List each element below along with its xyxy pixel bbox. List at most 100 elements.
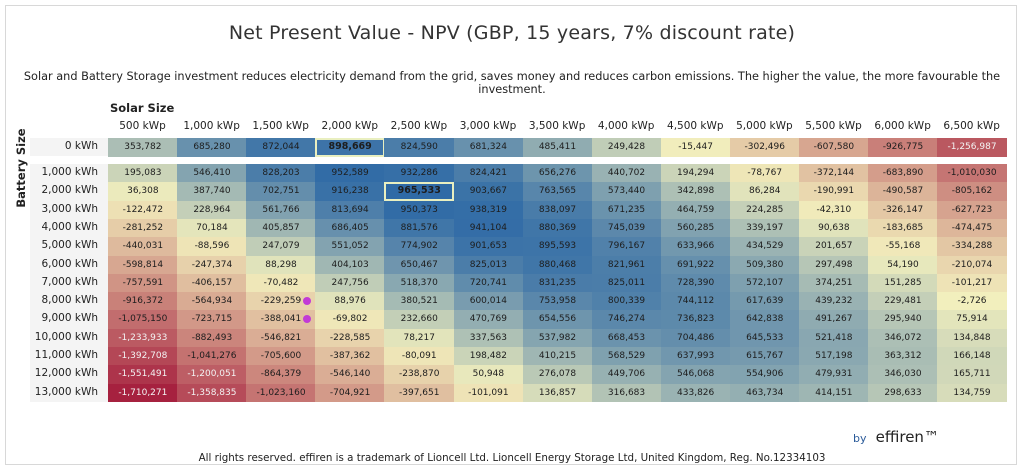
cell-marker (303, 315, 312, 324)
heatmap-cell: 353,782 (108, 138, 178, 157)
heatmap-cell: 668,453 (591, 328, 662, 348)
heatmap-cell: 554,906 (729, 365, 800, 384)
heatmap-cell: 831,235 (522, 273, 593, 293)
heatmap-cell: 824,421 (453, 164, 524, 183)
heatmap-cell: -723,715 (177, 310, 247, 330)
column-label: 5,000 kWp (736, 120, 793, 132)
heatmap-cell: -704,921 (315, 383, 385, 403)
row-label: 7,000 kWh (41, 275, 98, 288)
heatmap-cell: 903,667 (453, 182, 524, 201)
heatmap-cell: -190,991 (799, 182, 869, 201)
row-label: 12,000 kWh (34, 367, 98, 380)
heatmap-cell: 232,660 (384, 310, 455, 330)
heatmap-cell: 54,190 (868, 255, 938, 275)
heatmap-cell: 753,958 (522, 292, 593, 311)
heatmap-cell: 346,072 (868, 328, 938, 348)
heatmap-cell: 537,982 (522, 328, 593, 348)
heatmap-cell: 404,103 (315, 255, 385, 275)
heatmap-cell: 165,711 (937, 365, 1007, 384)
heatmap-cell: 521,418 (799, 328, 869, 348)
heatmap-cell: 434,529 (729, 237, 800, 256)
heatmap-cell: 276,078 (522, 365, 593, 384)
heatmap-cell: -440,031 (108, 237, 178, 256)
heatmap-cell: 518,370 (384, 273, 455, 293)
heatmap-cell: -607,580 (799, 138, 869, 157)
heatmap-cell: 78,217 (384, 328, 455, 348)
heatmap-cell: 654,556 (522, 310, 593, 330)
column-label: 6,000 kWp (874, 120, 931, 132)
heatmap-cell: 86,284 (729, 182, 800, 201)
heatmap-cell: 881,576 (384, 218, 455, 238)
row-label: 2,000 kWh (41, 184, 98, 197)
heatmap-cell: 633,966 (660, 237, 731, 256)
heatmap-cell: 656,276 (522, 164, 593, 183)
heatmap-cell: -101,091 (453, 383, 524, 403)
heatmap-cell: -302,496 (729, 138, 800, 157)
heatmap-cell: -388,041 (246, 310, 316, 330)
chart-title: Net Present Value - NPV (GBP, 15 years, … (228, 22, 796, 44)
heatmap-cell: 546,410 (177, 164, 247, 183)
heatmap-cell: 249,428 (591, 138, 662, 157)
heatmap-cell: 228,964 (177, 200, 247, 220)
heatmap-cell: 316,683 (591, 383, 662, 403)
heatmap-cell: -69,802 (315, 310, 385, 330)
heatmap-cell: 88,298 (246, 255, 316, 275)
heatmap-cell: 297,498 (799, 255, 869, 275)
heatmap-cell: 572,107 (729, 273, 800, 293)
heatmap-cell: -882,493 (177, 328, 247, 348)
heatmap-cell: -78,767 (729, 164, 800, 183)
row-label: 9,000 kWh (41, 312, 98, 325)
cell-marker (303, 297, 312, 306)
heatmap-cell: -546,821 (246, 328, 316, 348)
heatmap-cell: 872,044 (246, 138, 316, 157)
heatmap-cell: 691,922 (660, 255, 731, 275)
column-labels: 500 kWp 1,000 kWp 1,500 kWp 2,000 kWp 2,500 … (108, 120, 1006, 136)
heatmap-cell: 898,669 (315, 138, 385, 157)
column-label: 1,500 kWp (252, 120, 309, 132)
column-label: 1,000 kWp (183, 120, 240, 132)
heatmap-cell: 90,638 (799, 218, 869, 238)
heatmap-cell: 645,533 (729, 328, 800, 348)
heatmap-cell: 952,589 (315, 164, 385, 183)
heatmap-cell: -1,551,491 (108, 365, 178, 384)
heatmap-cell: 479,931 (799, 365, 869, 384)
heatmap-cell: 615,767 (729, 347, 800, 366)
heatmap-cell: -387,362 (315, 347, 385, 366)
heatmap-cell: 880,369 (522, 218, 593, 238)
heatmap-cell: -281,252 (108, 218, 178, 238)
heatmap-cell: -326,147 (868, 200, 938, 220)
chart-subtitle: Solar and Battery Storage investment red… (23, 70, 1001, 96)
heatmap-cell: -55,168 (868, 237, 938, 256)
heatmap-cell: 70,184 (177, 218, 247, 238)
heatmap-cell: -864,379 (246, 365, 316, 384)
heatmap-cell: 339,197 (729, 218, 800, 238)
heatmap-cell: 247,079 (246, 237, 316, 256)
column-label: 4,000 kWp (597, 120, 655, 132)
row-label-background (30, 138, 108, 157)
heatmap-cell: 838,097 (522, 200, 593, 220)
heatmap-cell: -627,723 (937, 200, 1007, 220)
heatmap-cell: 702,751 (246, 182, 316, 201)
heatmap-cell: 491,267 (799, 310, 869, 330)
brand-name: effiren™ (875, 428, 939, 446)
heatmap-cell: -1,041,276 (177, 347, 247, 366)
heatmap-cell: -926,775 (868, 138, 938, 157)
heatmap-cell: 560,285 (660, 218, 731, 238)
column-label: 4,500 kWp (667, 120, 724, 132)
heatmap-cell: -101,217 (937, 273, 1007, 293)
heatmap-cell: 363,312 (868, 347, 938, 366)
heatmap-cell: 342,898 (660, 182, 731, 201)
heatmap-cell: 439,232 (799, 292, 869, 311)
heatmap-cell: 916,238 (315, 182, 385, 201)
heatmap-cell: 941,104 (453, 218, 524, 238)
heatmap-cell: 671,235 (591, 200, 662, 220)
heatmap-cell: 763,565 (522, 182, 593, 201)
heatmap-cell: -247,374 (177, 255, 247, 275)
heatmap-cell: -1,392,708 (108, 347, 178, 366)
heatmap-cell: 617,639 (729, 292, 800, 311)
heatmap-cell: -683,890 (868, 164, 938, 183)
row-label: 4,000 kWh (41, 220, 98, 233)
heatmap-cell: 704,486 (660, 328, 731, 348)
heatmap-cell: 728,390 (660, 273, 731, 293)
heatmap-cell: -474,475 (937, 218, 1007, 238)
